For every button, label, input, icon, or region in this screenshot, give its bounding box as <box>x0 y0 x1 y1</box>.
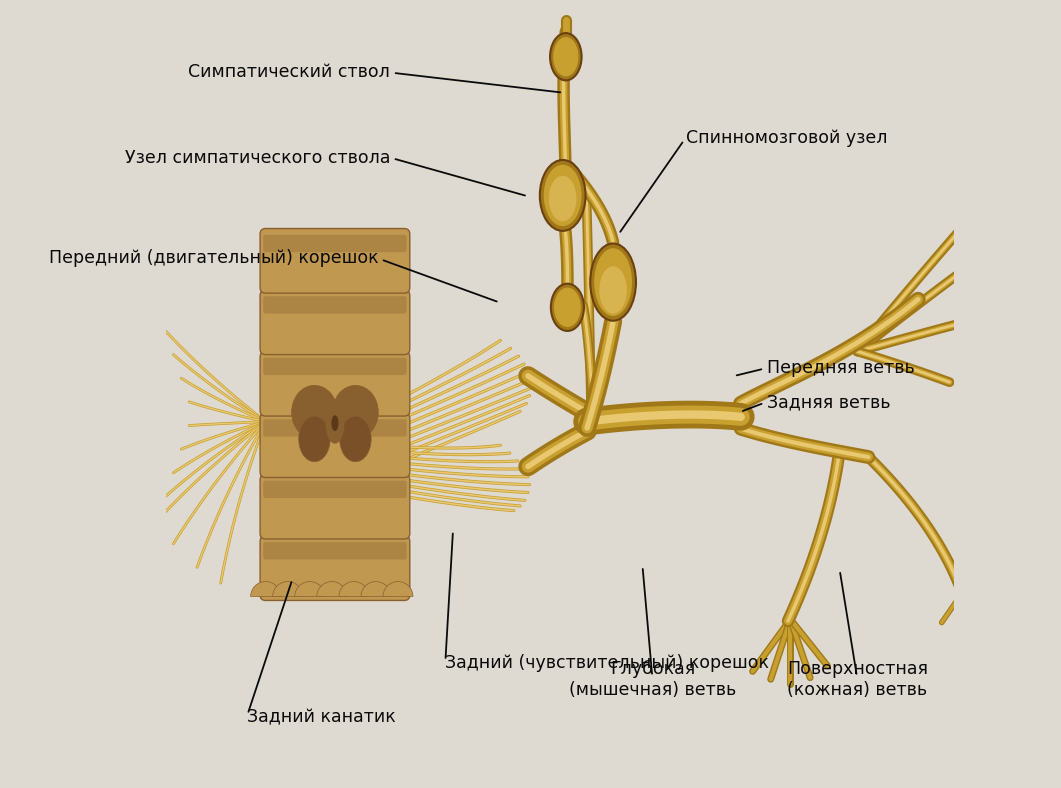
FancyBboxPatch shape <box>263 542 406 559</box>
FancyBboxPatch shape <box>260 413 410 478</box>
Ellipse shape <box>292 385 337 439</box>
Wedge shape <box>338 582 369 597</box>
Text: Задняя ветвь: Задняя ветвь <box>767 393 890 411</box>
Wedge shape <box>273 582 302 597</box>
Text: Узел симпатического ствола: Узел симпатического ствола <box>124 149 390 166</box>
Text: Поверхностная
(кожная) ветвь: Поверхностная (кожная) ветвь <box>787 660 928 699</box>
FancyBboxPatch shape <box>263 235 406 252</box>
FancyBboxPatch shape <box>260 536 410 600</box>
Text: Глубокая
(мышечная) ветвь: Глубокая (мышечная) ветвь <box>569 660 736 699</box>
Ellipse shape <box>551 284 584 331</box>
Ellipse shape <box>590 243 636 321</box>
FancyBboxPatch shape <box>263 419 406 437</box>
Text: Передняя ветвь: Передняя ветвь <box>767 359 915 377</box>
Text: Передний (двигательный) корешок: Передний (двигательный) корешок <box>49 250 379 267</box>
FancyBboxPatch shape <box>263 296 406 314</box>
FancyBboxPatch shape <box>260 351 410 416</box>
Ellipse shape <box>543 165 581 226</box>
FancyBboxPatch shape <box>260 290 410 355</box>
Wedge shape <box>295 582 325 597</box>
Text: Симпатический ствол: Симпатический ствол <box>188 64 390 81</box>
Ellipse shape <box>553 37 578 76</box>
FancyBboxPatch shape <box>263 358 406 375</box>
Wedge shape <box>383 582 413 597</box>
Wedge shape <box>317 582 347 597</box>
Text: Спинномозговой узел: Спинномозговой узел <box>685 129 887 147</box>
Ellipse shape <box>599 266 627 314</box>
Wedge shape <box>250 582 280 597</box>
Ellipse shape <box>332 385 379 439</box>
Ellipse shape <box>594 248 632 316</box>
Text: Задний канатик: Задний канатик <box>247 708 396 726</box>
FancyBboxPatch shape <box>260 474 410 539</box>
Wedge shape <box>361 582 390 597</box>
Ellipse shape <box>554 288 580 327</box>
Ellipse shape <box>340 416 371 462</box>
FancyBboxPatch shape <box>260 229 410 293</box>
Ellipse shape <box>549 176 576 221</box>
Ellipse shape <box>540 160 586 231</box>
FancyBboxPatch shape <box>263 481 406 498</box>
Ellipse shape <box>326 403 345 444</box>
Text: Задний (чувствительный) корешок: Задний (чувствительный) корешок <box>446 655 769 672</box>
Ellipse shape <box>331 415 338 431</box>
Ellipse shape <box>550 33 581 80</box>
Ellipse shape <box>299 416 330 462</box>
